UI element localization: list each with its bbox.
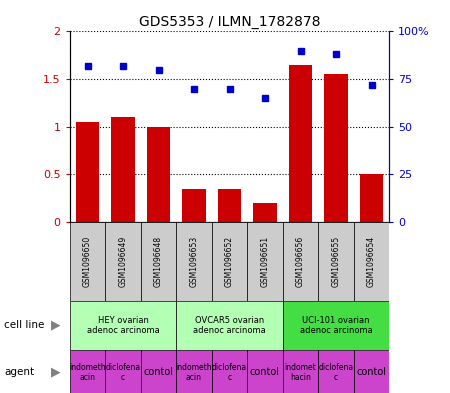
Text: UCI-101 ovarian
adenoc arcinoma: UCI-101 ovarian adenoc arcinoma [300,316,373,335]
Text: HEY ovarian
adenoc arcinoma: HEY ovarian adenoc arcinoma [86,316,159,335]
Bar [70,350,105,393]
Bar [247,350,283,393]
Text: ▶: ▶ [51,319,61,332]
Text: contol: contol [144,367,174,377]
Bar [176,350,212,393]
Text: GSM1096652: GSM1096652 [225,236,234,287]
Text: GSM1096650: GSM1096650 [83,236,92,287]
Text: GSM1096649: GSM1096649 [118,236,127,287]
Text: diclofena
c: diclofena c [319,363,354,382]
Bar [318,350,354,393]
Bar [360,174,383,222]
Bar [289,65,312,222]
Text: diclofena
c: diclofena c [212,363,247,382]
Text: diclofena
c: diclofena c [105,363,140,382]
Text: contol: contol [250,367,280,377]
Bar [147,127,170,222]
Bar [70,222,105,301]
Text: cell line: cell line [4,320,45,330]
Bar [318,222,354,301]
Text: agent: agent [4,367,35,377]
Text: indometh
acin: indometh acin [69,363,106,382]
Bar [141,222,176,301]
Bar [283,350,318,393]
Bar [70,301,176,350]
Text: GSM1096656: GSM1096656 [296,236,305,287]
Bar [283,222,318,301]
Bar [76,122,99,222]
Text: GSM1096655: GSM1096655 [332,236,341,287]
Text: ▶: ▶ [51,366,61,379]
Bar [354,222,389,301]
Text: GSM1096648: GSM1096648 [154,236,163,287]
Bar [218,189,241,222]
Text: GSM1096651: GSM1096651 [261,236,270,287]
Bar [176,301,283,350]
Text: OVCAR5 ovarian
adenoc arcinoma: OVCAR5 ovarian adenoc arcinoma [193,316,266,335]
Bar [112,117,135,222]
Bar [247,222,283,301]
Bar [354,350,389,393]
Bar [105,222,141,301]
Bar [105,350,141,393]
Text: indomet
hacin: indomet hacin [284,363,316,382]
Bar [212,222,247,301]
Bar [176,222,212,301]
Text: contol: contol [356,367,387,377]
Bar [324,74,347,222]
Bar [182,189,206,222]
Bar [283,301,389,350]
Bar [141,350,176,393]
Title: GDS5353 / ILMN_1782878: GDS5353 / ILMN_1782878 [139,15,320,29]
Text: GSM1096653: GSM1096653 [189,236,198,287]
Text: indometh
acin: indometh acin [176,363,212,382]
Bar [253,203,277,222]
Bar [212,350,247,393]
Text: GSM1096654: GSM1096654 [367,236,376,287]
